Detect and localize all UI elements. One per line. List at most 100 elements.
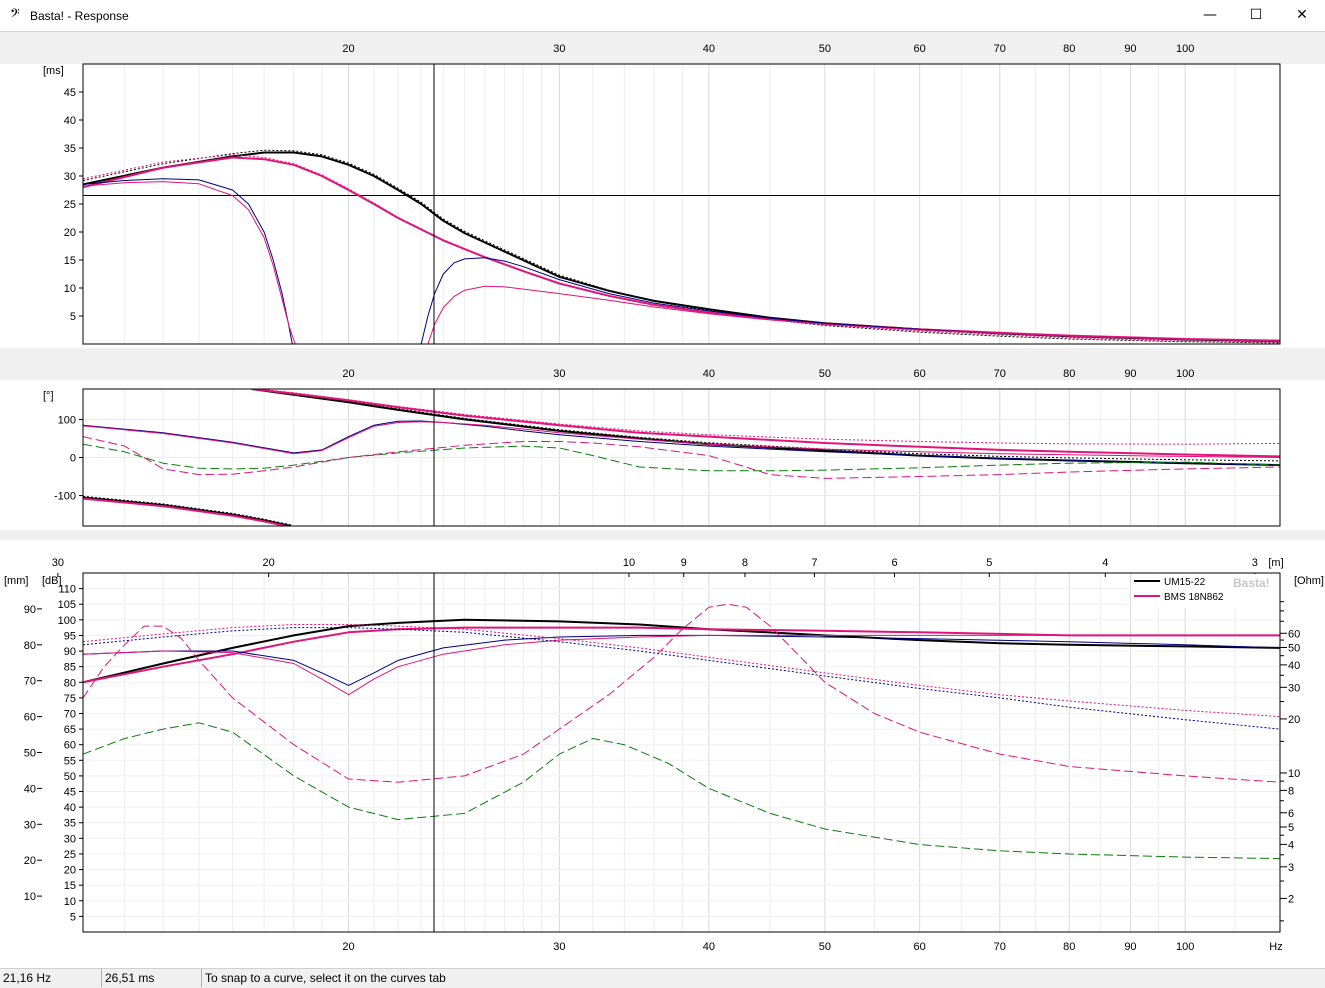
y-tick-label: 15 <box>64 880 76 892</box>
top-axis-label: 20 <box>263 557 275 569</box>
y-tick-label: 5 <box>70 911 76 923</box>
y-tick-label: 80 <box>64 677 76 689</box>
x-tick-label: 20 <box>342 368 354 380</box>
right-axis-tick-label: 4 <box>1288 839 1294 851</box>
status-message: To snap to a curve, select it on the cur… <box>205 971 446 985</box>
right-axis-tick-label: 50 <box>1288 642 1300 654</box>
x-tick-label: 100 <box>1176 43 1194 55</box>
x-tick-label: 80 <box>1063 43 1075 55</box>
x-tick-label: 50 <box>819 368 831 380</box>
group-delay-panel: 20 30 40 50 60 70 80 90 100 5 10 15 20 25 30 35 40 45[ms] <box>0 43 1325 348</box>
left-axis-tick-label: 60 <box>24 712 36 724</box>
x-tick-label-bottom: 80 <box>1063 941 1075 953</box>
y-axis-label: [dB] <box>42 575 62 587</box>
top-axis-label: 9 <box>681 557 687 569</box>
series-line-7 <box>83 495 292 526</box>
x-tick-label-bottom: 50 <box>819 941 831 953</box>
status-bar: 21,16 Hz 26,51 ms To snap to a curve, se… <box>0 968 1325 988</box>
y-tick-label: 55 <box>64 755 76 767</box>
y-tick-label: 90 <box>64 646 76 658</box>
x-axis-unit: Hz <box>1269 941 1282 953</box>
top-axis-label: 30 <box>52 557 64 569</box>
x-tick-label-bottom: 20 <box>342 941 354 953</box>
y-tick-label: 65 <box>64 724 76 736</box>
series-group <box>83 389 1280 526</box>
y-axis-label: [°] <box>43 390 54 402</box>
y-tick-label: 105 <box>58 599 76 611</box>
bass-clef-icon: 𝄢 <box>10 6 20 24</box>
series-line-5 <box>83 624 1280 718</box>
right-axis-tick-label: 6 <box>1288 808 1294 820</box>
title-bar: 𝄢 Basta! - Response — ☐ ✕ <box>0 0 1325 31</box>
y-tick-label: 60 <box>64 740 76 752</box>
y-tick-label: -100 <box>54 491 76 503</box>
top-axis-label: 10 <box>623 557 635 569</box>
window-title: Basta! - Response <box>30 9 129 23</box>
series-group <box>83 603 1280 860</box>
left-axis-tick-label: 40 <box>24 783 36 795</box>
panel-background <box>0 64 1325 348</box>
x-tick-label-bottom: 60 <box>914 941 926 953</box>
plot-frame <box>82 63 1281 345</box>
y-tick-label: 25 <box>64 199 76 211</box>
y-tick-label: 25 <box>64 849 76 861</box>
top-axis-label: 5 <box>986 557 992 569</box>
right-axis-tick-label: 10 <box>1288 768 1300 780</box>
phase-panel: 20 30 40 50 60 70 80 90 100 100 0 -100 [°] <box>0 368 1325 530</box>
series-line-8 <box>83 497 291 526</box>
x-tick-label: 50 <box>819 43 831 55</box>
minimize-icon: — <box>1203 7 1217 23</box>
watermark: Basta! <box>1233 576 1270 590</box>
series-line-4 <box>83 627 1280 730</box>
series-group <box>83 149 1280 344</box>
x-tick-label: 80 <box>1063 368 1075 380</box>
x-tick-label-bottom: 30 <box>553 941 565 953</box>
left-axis-tick-label: 20 <box>24 855 36 867</box>
y-tick-label: 35 <box>64 143 76 155</box>
legend-box <box>1131 574 1279 608</box>
plot-frame <box>82 572 1281 933</box>
legend: UM15-22 BMS 18N862 <box>1131 574 1279 608</box>
x-tick-label: 100 <box>1176 368 1194 380</box>
right-axis-tick-label: 60 <box>1288 628 1300 640</box>
left-axis-tick-label: 80 <box>24 640 36 652</box>
top-axis-label: 6 <box>891 557 897 569</box>
x-tick-label: 60 <box>914 368 926 380</box>
close-button[interactable]: ✕ <box>1279 0 1325 31</box>
left-axis-label: [mm] <box>4 575 28 587</box>
series-line-2 <box>251 389 1280 458</box>
x-tick-label: 30 <box>553 43 565 55</box>
series-line-2 <box>83 634 1280 686</box>
top-axis-label: 4 <box>1102 557 1108 569</box>
right-axis-tick-label: 8 <box>1288 785 1294 797</box>
series-line-1 <box>83 626 1280 684</box>
series-line-4 <box>83 178 293 344</box>
minimize-button[interactable]: — <box>1187 0 1233 31</box>
x-tick-label: 40 <box>703 43 715 55</box>
series-line-5 <box>83 421 1280 458</box>
right-axis-tick-label: 5 <box>1288 822 1294 834</box>
legend-label: BMS 18N862 <box>1164 592 1224 603</box>
series-line-6 <box>83 603 1280 783</box>
maximize-button[interactable]: ☐ <box>1233 0 1279 31</box>
y-tick-label: 15 <box>64 255 76 267</box>
plot-frame <box>82 388 1281 527</box>
x-tick-label: 40 <box>703 368 715 380</box>
y-tick-label: 40 <box>64 115 76 127</box>
x-tick-label: 30 <box>553 368 565 380</box>
title-divider <box>0 31 1325 32</box>
x-tick-label-bottom: 40 <box>703 941 715 953</box>
series-line-6 <box>83 496 292 526</box>
left-axis-tick-label: 10 <box>24 891 36 903</box>
status-time: 26,51 ms <box>102 969 202 987</box>
left-axis-tick-label: 30 <box>24 819 36 831</box>
y-tick-label: 50 <box>64 771 76 783</box>
response-chart[interactable]: 20 30 40 50 60 70 80 90 10051015202530354045[ms]… <box>0 32 1325 968</box>
right-axis-tick-label: 20 <box>1288 714 1300 726</box>
close-icon: ✕ <box>1296 7 1308 23</box>
series-line-1 <box>83 149 1280 344</box>
y-tick-label: 30 <box>64 171 76 183</box>
x-tick-label: 20 <box>342 43 354 55</box>
y-tick-label: 10 <box>64 283 76 295</box>
x-tick-label-bottom: 90 <box>1124 941 1136 953</box>
